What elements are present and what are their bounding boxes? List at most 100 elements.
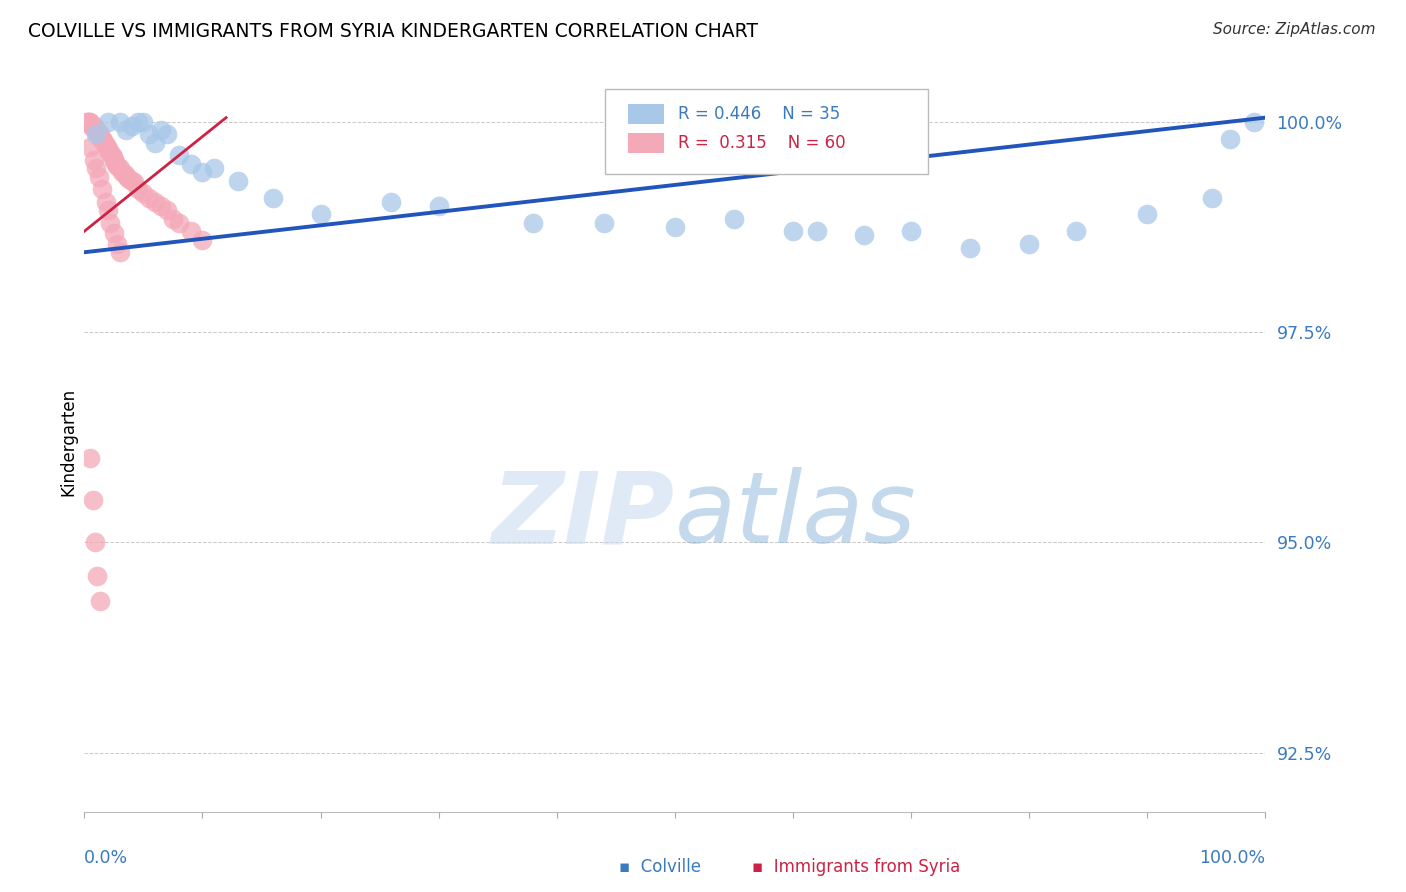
Text: COLVILLE VS IMMIGRANTS FROM SYRIA KINDERGARTEN CORRELATION CHART: COLVILLE VS IMMIGRANTS FROM SYRIA KINDER… [28,22,758,41]
Point [94,194,117,209]
Point [150,123,173,137]
Point [427,199,450,213]
Text: 100.0%: 100.0% [1199,849,1265,867]
Point [90,131,112,145]
Point [1018,236,1040,251]
Point [262,190,284,204]
Point [1243,115,1265,129]
Point [806,224,828,238]
Y-axis label: Kindergarten: Kindergarten [59,387,77,496]
Point [852,228,875,243]
Point [107,236,129,251]
Point [86,569,108,583]
Point [122,175,145,189]
Point [156,203,179,218]
Point [91,182,114,196]
Text: ▪  Colville: ▪ Colville [619,858,700,876]
Point [127,182,149,196]
Point [156,128,179,142]
Point [167,148,190,162]
Point [202,161,225,175]
Point [89,594,111,608]
Point [380,194,402,209]
Text: R = 0.446    N = 35: R = 0.446 N = 35 [678,105,839,123]
Point [723,211,745,226]
Point [79,115,101,129]
Text: ZIP: ZIP [492,467,675,564]
Point [76,115,98,129]
Point [121,174,143,188]
Text: ▪  Immigrants from Syria: ▪ Immigrants from Syria [752,858,960,876]
Point [138,190,160,204]
Point [1136,207,1159,221]
Point [84,161,107,175]
Point [84,535,107,549]
Point [82,493,104,508]
Point [127,115,149,129]
Point [114,123,136,137]
Point [96,140,118,154]
Point [522,216,544,230]
Point [84,128,107,142]
Point [1201,190,1223,204]
Point [83,119,105,133]
Point [593,216,616,230]
Point [115,169,138,184]
Point [114,167,136,181]
Point [101,150,124,164]
Point [191,233,214,247]
Point [80,119,103,133]
Point [162,211,184,226]
Point [97,203,120,218]
Point [108,161,131,175]
Point [87,128,110,142]
Point [226,174,249,188]
Point [180,157,202,171]
Text: Source: ZipAtlas.com: Source: ZipAtlas.com [1212,22,1375,37]
Point [180,224,202,238]
Point [97,142,120,156]
Point [83,153,105,167]
Point [1219,131,1241,145]
Point [91,133,114,147]
Point [97,115,120,129]
Point [111,165,134,179]
Point [108,245,131,260]
Point [105,157,128,171]
Point [138,128,160,142]
Point [108,115,131,129]
Point [900,224,922,238]
Point [150,199,173,213]
Point [167,216,190,230]
Point [1066,224,1088,238]
Point [98,145,121,159]
Point [86,123,108,137]
Point [84,123,107,137]
Point [104,155,127,169]
Point [191,165,214,179]
Point [118,172,141,186]
Point [132,186,155,201]
Point [87,169,110,184]
Point [664,219,686,234]
Point [103,226,125,240]
Point [107,159,129,173]
Point [143,136,166,150]
Point [93,136,115,150]
Point [98,145,121,160]
Point [143,194,166,209]
Point [100,148,122,162]
Point [782,224,804,238]
Point [79,140,101,154]
Point [94,138,117,153]
Text: R =  0.315    N = 60: R = 0.315 N = 60 [678,134,845,152]
Point [91,131,114,145]
Point [121,119,143,133]
Point [77,115,100,129]
Point [132,115,155,129]
Point [77,115,100,129]
Point [98,216,121,230]
Point [103,153,125,167]
Point [79,451,101,466]
Point [89,128,111,142]
